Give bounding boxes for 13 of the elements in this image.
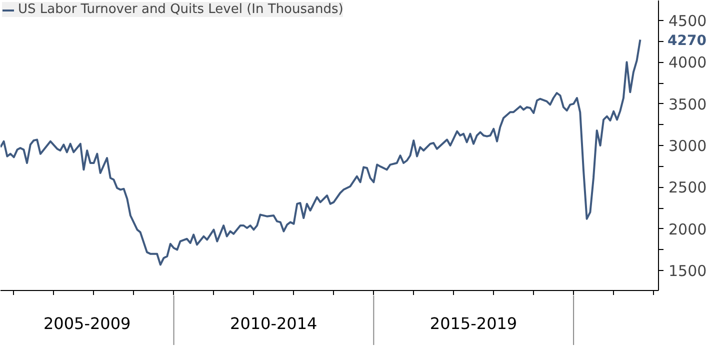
y-tick-label: 2500 bbox=[668, 178, 707, 197]
x-tick-label: 2005-2009 bbox=[43, 314, 131, 333]
y-tick-label: 2000 bbox=[668, 220, 707, 238]
line-series bbox=[0, 38, 642, 266]
legend-label: US Labor Turnover and Quits Level (In Thousands) bbox=[18, 2, 344, 17]
y-tick-label: 3500 bbox=[668, 95, 707, 114]
y-tick-label: 3000 bbox=[668, 137, 707, 155]
y-tick-label: 1500 bbox=[668, 262, 707, 280]
annotation: 4270 bbox=[668, 33, 707, 50]
y-tick-label: 4000 bbox=[668, 54, 707, 72]
x-tick-label: 2010-2014 bbox=[230, 314, 318, 333]
y-tick-label: 4500 bbox=[668, 12, 707, 30]
x-tick-label: 2015-2019 bbox=[430, 314, 518, 333]
